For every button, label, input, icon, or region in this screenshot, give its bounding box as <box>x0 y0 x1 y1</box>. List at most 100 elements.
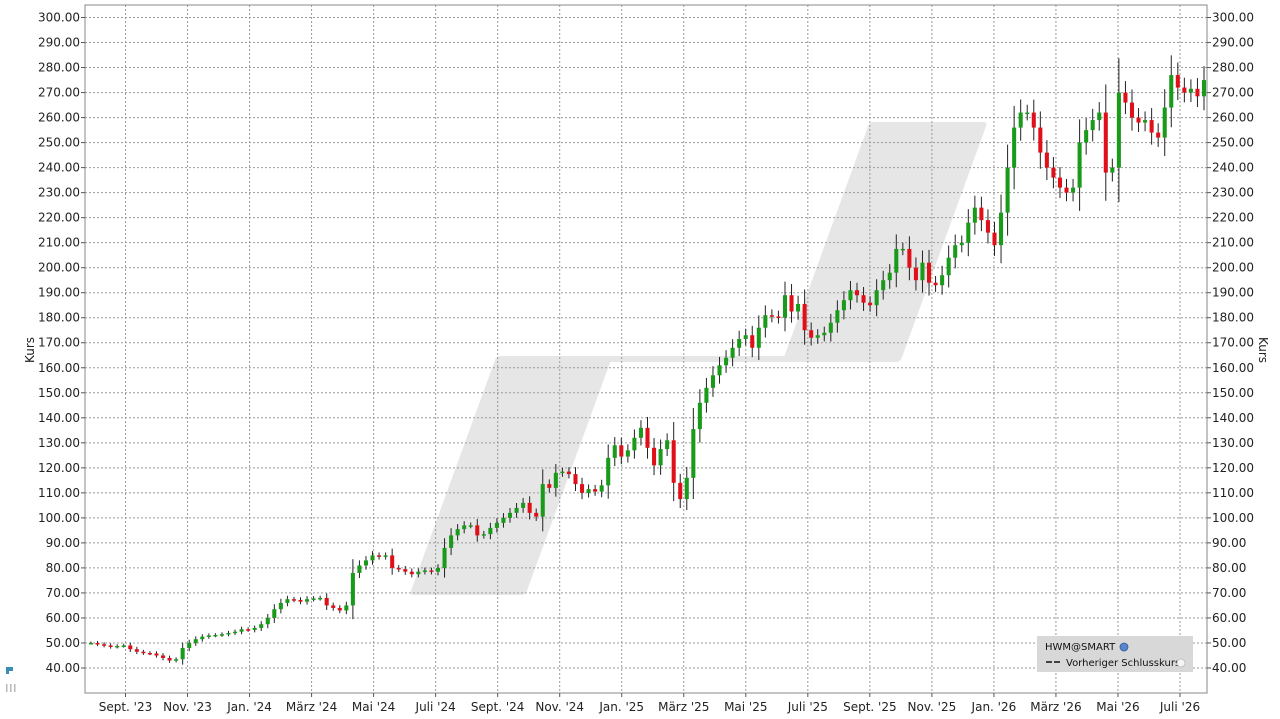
candle-body-up <box>1077 142 1082 188</box>
y-tick-label-right: 240.00 <box>1212 161 1254 175</box>
candle-body-down <box>1149 120 1154 133</box>
candle-body-down <box>1044 152 1049 168</box>
candle-body-up <box>1097 112 1102 121</box>
candle-body-down <box>579 484 585 493</box>
candle <box>219 632 224 637</box>
candle <box>606 444 611 499</box>
candle-body-up <box>553 472 558 488</box>
candle <box>134 646 139 655</box>
candle-body-down <box>475 525 480 536</box>
candle <box>160 653 166 661</box>
candle <box>658 439 663 475</box>
candle-body-down <box>324 597 329 606</box>
candle <box>874 279 879 317</box>
y-tick-label-right: 290.00 <box>1212 36 1254 50</box>
candle <box>593 484 598 496</box>
y-tick-label: 160.00 <box>38 361 80 375</box>
candle <box>226 630 231 637</box>
candle-body-up <box>999 212 1004 246</box>
candle-body-down <box>160 655 166 658</box>
candle <box>573 467 578 492</box>
candle <box>121 643 126 648</box>
candle-body-down <box>678 482 683 500</box>
y-tick-label-right: 90.00 <box>1212 536 1246 550</box>
y-axis-right: 40.00 50.00 60.00 70.00 80.00 90.00 100.00 110.… <box>1207 11 1254 675</box>
y-axis-title-left: Kurs <box>23 337 37 363</box>
x-axis: Sept. '23 Nov. '23 Jan. '24 März '24 Mai '24… <box>99 693 1200 714</box>
candle-body-up <box>540 484 545 517</box>
candle <box>868 296 873 312</box>
candle-body-up <box>187 642 192 648</box>
y-tick-label: 150.00 <box>38 386 80 400</box>
candle <box>521 497 526 513</box>
candle <box>638 420 643 446</box>
candle <box>265 613 270 629</box>
candle <box>769 309 774 323</box>
x-tick-label: März '26 <box>1030 700 1081 714</box>
y-tick-label-right: 250.00 <box>1212 136 1254 150</box>
candle-body-down <box>1156 132 1161 138</box>
chart-tool-icon[interactable] <box>4 664 18 694</box>
y-tick-label-right: 100.00 <box>1212 511 1254 525</box>
candle-body-up <box>174 659 179 661</box>
candle <box>455 524 460 541</box>
candle <box>1156 123 1161 147</box>
candle-body-up <box>521 502 526 508</box>
candle <box>547 479 552 493</box>
candle <box>1129 89 1135 131</box>
x-tick-label: Nov. '24 <box>535 700 584 714</box>
candle-body-up <box>1084 130 1089 143</box>
candle-body-up <box>959 242 964 246</box>
candle-body-down <box>652 447 657 466</box>
candle <box>337 605 342 614</box>
y-tick-label: 240.00 <box>38 161 80 175</box>
candle <box>743 328 748 346</box>
candle-body-up <box>658 449 663 466</box>
candle <box>553 464 558 497</box>
candle-body-up <box>717 365 722 376</box>
candle-body-up <box>828 322 833 333</box>
candle <box>625 444 630 463</box>
y-tick-label: 200.00 <box>38 261 80 275</box>
candle <box>180 642 185 665</box>
candle <box>665 433 670 457</box>
y-tick-label: 260.00 <box>38 111 80 125</box>
candle <box>1084 118 1089 155</box>
candle <box>1025 104 1030 121</box>
y-tick-label-right: 40.00 <box>1212 661 1246 675</box>
candle <box>363 556 369 570</box>
candle <box>128 642 133 653</box>
candle-body-down <box>985 220 990 233</box>
candle <box>979 196 984 232</box>
candle-body-up <box>1169 75 1174 108</box>
candle-body-down <box>108 645 113 647</box>
candle-body-up <box>881 280 886 291</box>
candle <box>737 330 742 356</box>
candle <box>350 559 355 620</box>
candle <box>782 281 788 332</box>
candle <box>1162 89 1167 157</box>
candle-body-up <box>632 437 637 451</box>
candle-body-up <box>363 560 369 566</box>
candle <box>141 649 146 655</box>
candle-body-up <box>684 477 689 500</box>
candle-body-up <box>1110 167 1115 173</box>
candle-body-down <box>789 295 794 312</box>
candle-body-up <box>449 535 454 548</box>
x-tick-label: Mai '26 <box>1096 700 1139 714</box>
x-tick-label: Juli '25 <box>787 700 828 714</box>
candle-body-down <box>926 262 932 283</box>
candle-body-down <box>154 653 159 656</box>
legend-item-previous-close: Vorheriger Schlusskurs <box>1066 658 1180 669</box>
candle-body-up <box>756 327 761 348</box>
candle <box>370 551 375 565</box>
candle-body-down <box>1031 112 1036 128</box>
candle-body-down <box>291 599 296 601</box>
candle-body-down <box>141 651 146 654</box>
toggle-icon[interactable] <box>1176 658 1186 668</box>
candle-body-down <box>377 555 382 557</box>
candle-body-up <box>638 427 643 438</box>
y-tick-label-right: 110.00 <box>1212 486 1254 500</box>
candle-body-down <box>534 512 539 517</box>
candle <box>462 521 467 534</box>
